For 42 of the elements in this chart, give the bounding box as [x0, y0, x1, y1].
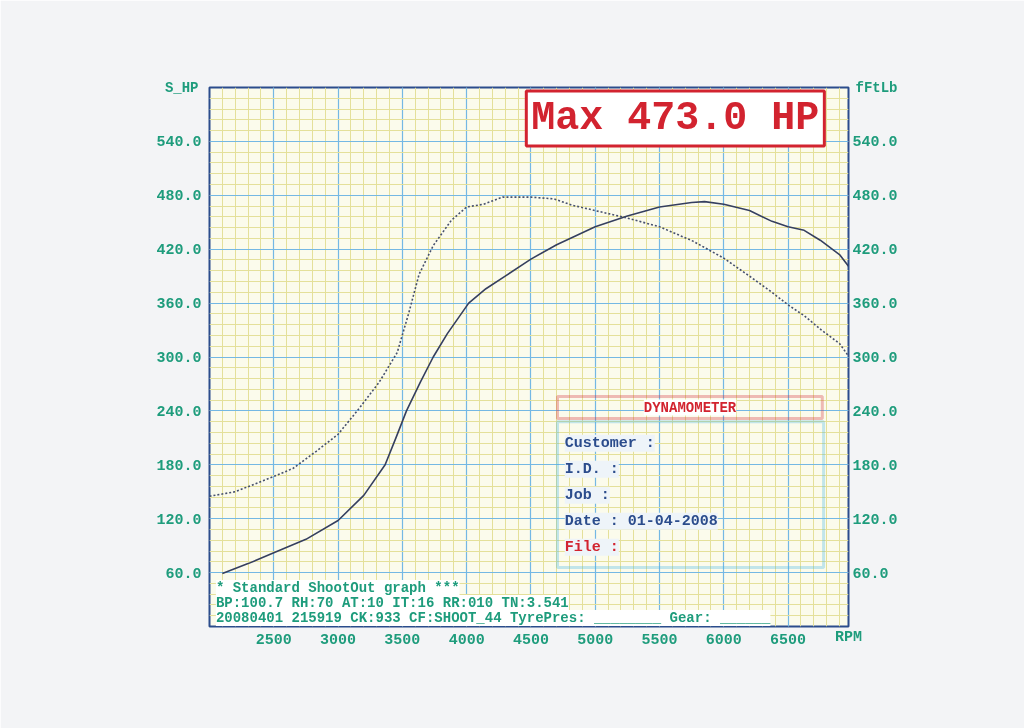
annotation: * Standard ShootOut graph *** [215, 580, 460, 597]
y-tick-label: 300.0 [156, 350, 202, 367]
x-tick-label: 2500 [255, 631, 292, 649]
y-tick-label: 480.0 [156, 188, 202, 206]
annotation: BP:100.7 RH:70 AT:10 IT:16 RR:010 TN:3.541 [215, 595, 569, 611]
y2-tick-label: 540.0 [852, 134, 898, 152]
line-series [209, 196, 849, 498]
x-tick-label: 3000 [320, 631, 357, 649]
annotation: I.D. : [564, 460, 619, 478]
x-axis-title: RPM [835, 628, 863, 646]
annotation: Max 473.0 HP [531, 95, 820, 141]
x-tick-label: 6500 [770, 631, 807, 649]
y2-tick-label: 60.0 [852, 565, 889, 583]
y2-tick-label: 360.0 [852, 296, 898, 314]
x-tick-label: 4000 [448, 631, 485, 649]
y-tick-label: 420.0 [156, 242, 202, 260]
annotation: Customer : [564, 434, 655, 452]
x-tick-label: 5000 [577, 631, 614, 649]
x-tick-label: 3500 [384, 631, 421, 649]
line-series [221, 200, 849, 575]
annotation: Job : [564, 486, 610, 504]
y-tick-label: 240.0 [156, 403, 202, 421]
y2-tick-label: 120.0 [852, 511, 898, 529]
y2-axis-title: fFtLb [855, 79, 898, 96]
annotation: DYNAMOMETER [643, 399, 737, 416]
y2-tick-label: 480.0 [852, 188, 898, 206]
y2-tick-label: 420.0 [852, 242, 898, 260]
y-tick-label: 60.0 [165, 565, 202, 583]
y-tick-label: 360.0 [156, 296, 202, 314]
annotation: Date : 01-04-2008 [564, 512, 718, 530]
x-tick-label: 6000 [705, 631, 742, 649]
x-tick-label: 4500 [512, 631, 549, 649]
y2-tick-label: 300.0 [852, 350, 898, 367]
y-tick-label: 540.0 [156, 134, 202, 152]
annotation: File : [564, 538, 619, 556]
y-axis-title: S_HP [164, 79, 199, 96]
y-tick-label: 120.0 [156, 511, 202, 529]
x-tick-label: 5500 [641, 631, 678, 649]
y-tick-label: 180.0 [156, 457, 202, 475]
y2-tick-label: 240.0 [852, 403, 898, 421]
y2-tick-label: 180.0 [852, 457, 898, 475]
annotation: 20080401 215919 CK:933 CF:SHOOT_44 TyrePres: ________ Gear: ______ [215, 609, 771, 626]
